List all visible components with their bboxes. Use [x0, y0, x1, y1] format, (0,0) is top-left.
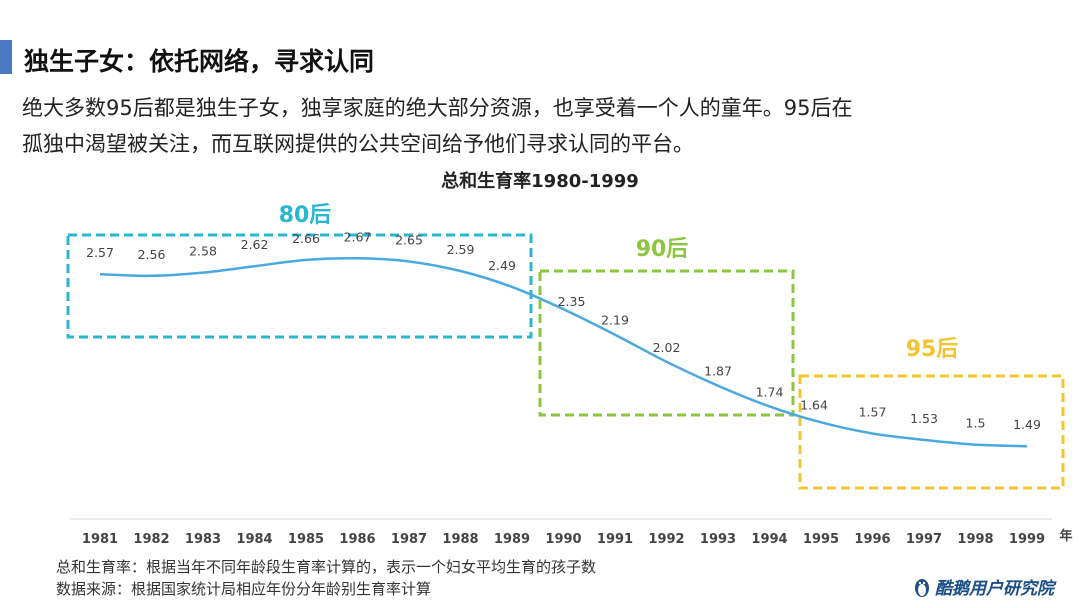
- data-label: 1.53: [910, 411, 938, 426]
- data-label: 1.57: [859, 405, 887, 420]
- footnote-definition: 总和生育率：根据当年不同年龄段生育率计算的，表示一个妇女平均生育的孩子数: [56, 558, 597, 576]
- x-tick-label: 1992: [648, 532, 684, 547]
- data-label: 2.65: [395, 232, 423, 247]
- data-label: 2.67: [344, 229, 372, 244]
- data-label: 2.58: [189, 244, 217, 259]
- x-tick-label: 1990: [545, 532, 581, 547]
- cohort-box-2: [538, 269, 795, 417]
- data-label: 1.49: [1013, 417, 1041, 432]
- page-title: 独生子女：依托网络，寻求认同: [24, 47, 375, 76]
- x-tick-label: 1985: [288, 532, 324, 547]
- cohort-label-1: 80后: [279, 203, 332, 228]
- x-axis-unit: 年: [1059, 528, 1072, 544]
- data-label: 1.87: [704, 364, 732, 379]
- data-label: 2.02: [653, 340, 681, 355]
- title-accent-bar: [0, 40, 12, 74]
- cohort-label-3: 95后: [906, 337, 959, 362]
- data-label: 2.66: [292, 231, 320, 246]
- x-tick-label: 1984: [236, 532, 272, 547]
- x-tick-label: 1995: [803, 532, 839, 547]
- description-line-2: 孤独中渴望被关注，而互联网提供的公共空间给予他们寻求认同的平台。: [22, 132, 694, 156]
- data-label: 2.35: [558, 294, 586, 309]
- data-label: 2.59: [447, 242, 475, 257]
- description: 绝大多数95后都是独生子女，独享家庭的绝大部分资源，也享受着一个人的童年。95后…: [22, 90, 1062, 162]
- x-tick-label: 1993: [700, 532, 736, 547]
- data-label: 2.56: [138, 247, 166, 262]
- data-label: 1.64: [800, 397, 828, 412]
- x-tick-label: 1996: [854, 532, 890, 547]
- footnote-source: 数据来源：根据国家统计局相应年份分年龄别生育率计算: [56, 580, 432, 598]
- brand-logo: 酷鹅用户研究院: [913, 574, 1054, 603]
- x-tick-label: 1987: [391, 532, 427, 547]
- description-line-1: 绝大多数95后都是独生子女，独享家庭的绝大部分资源，也享受着一个人的童年。95后…: [22, 96, 853, 120]
- x-tick-label: 1988: [442, 532, 478, 547]
- x-tick-label: 1999: [1009, 532, 1045, 547]
- data-label: 2.19: [601, 313, 629, 328]
- cohort-label-2: 90后: [636, 237, 689, 262]
- series-line: [99, 256, 1028, 448]
- data-label: 1.5: [966, 416, 986, 431]
- x-tick-label: 1982: [133, 532, 169, 547]
- x-tick-label: 1986: [339, 532, 375, 547]
- x-tick-label: 1989: [494, 532, 530, 547]
- penguin-icon: [913, 576, 931, 603]
- data-label: 1.74: [756, 384, 784, 399]
- brand-text: 酷鹅用户研究院: [935, 579, 1054, 599]
- x-tick-label: 1994: [751, 532, 787, 547]
- x-tick-label: 1983: [185, 532, 221, 547]
- data-label: 2.49: [488, 258, 516, 273]
- data-label: 2.57: [86, 245, 114, 260]
- cohort-box-3: [798, 374, 1065, 490]
- chart-title: 总和生育率1980-1999: [441, 171, 639, 192]
- x-tick-label: 1997: [906, 532, 942, 547]
- x-tick-label: 1998: [957, 532, 993, 547]
- cohort-box-1: [66, 233, 533, 339]
- x-tick-label: 1981: [82, 532, 118, 547]
- x-tick-label: 1991: [597, 532, 633, 547]
- data-label: 2.62: [241, 237, 269, 252]
